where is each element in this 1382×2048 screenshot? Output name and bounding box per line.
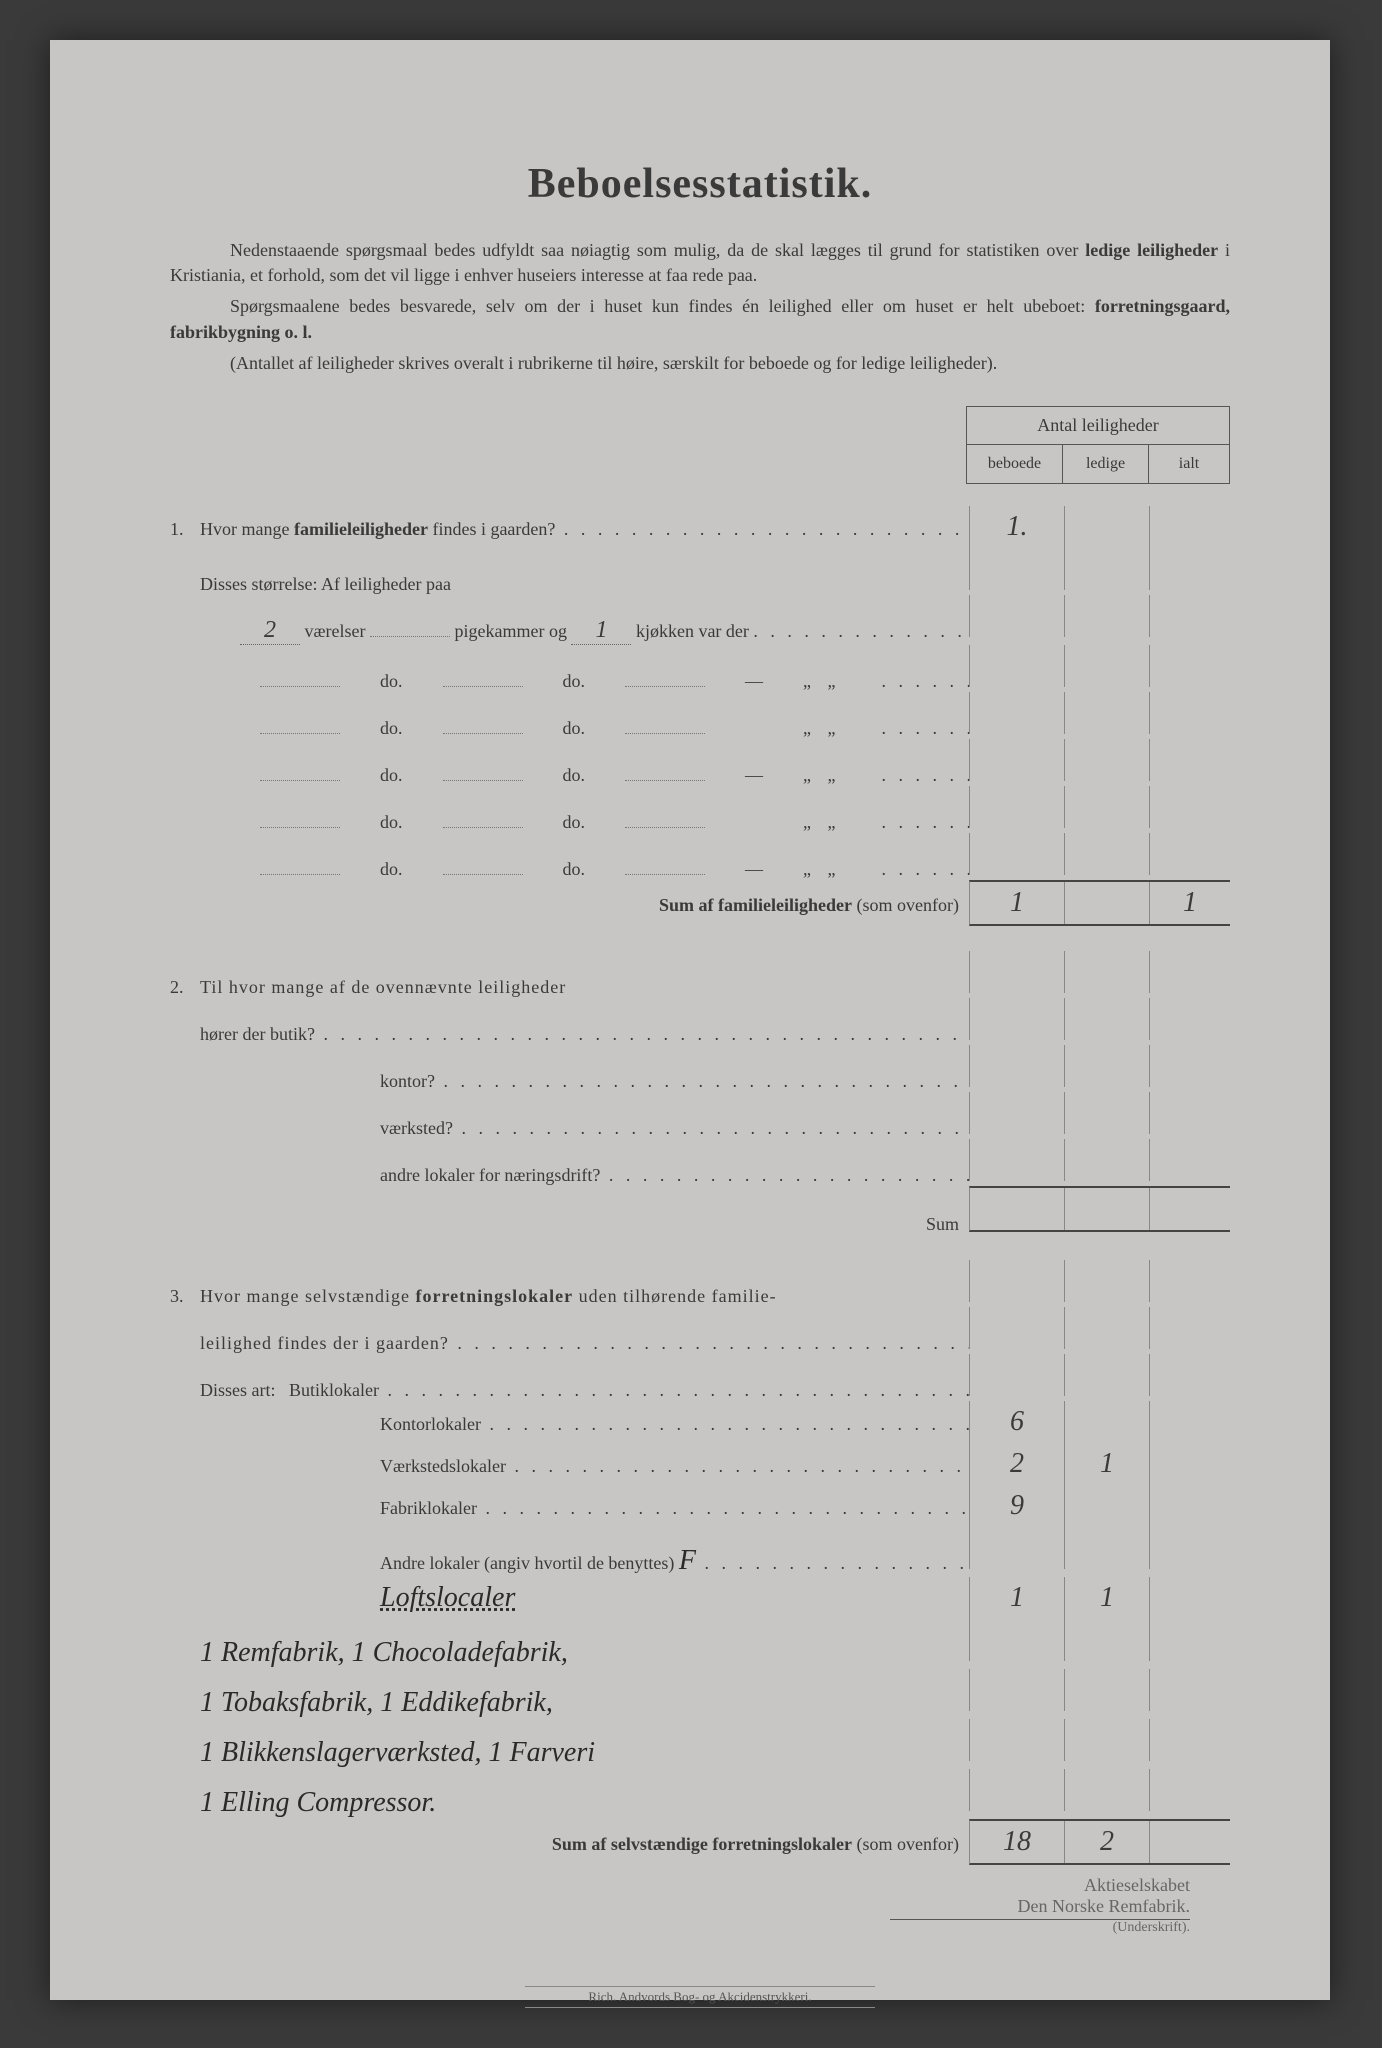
header-antal: Antal leiligheder: [967, 407, 1229, 445]
q2-kontor: kontor?: [200, 1071, 969, 1092]
intro-paragraph-3: (Antallet af leiligheder skrives overalt…: [170, 351, 1230, 376]
q2-andre: andre lokaler for næringsdrift?: [200, 1165, 969, 1186]
q1-sum-ledige: [1065, 882, 1150, 924]
q2-text: Til hvor mange af de ovennævnte leilighe…: [200, 977, 969, 998]
q1-disses: Disses størrelse: Af leiligheder paa: [200, 574, 969, 595]
q2-number: 2.: [170, 977, 200, 998]
q3-hand1: Loftslocaler: [200, 1582, 969, 1614]
signature-underskrift: (Underskrift).: [170, 1920, 1190, 1936]
q3-sum-ialt: [1150, 1821, 1230, 1863]
q1-sum-label: Sum af familieleiligheder (som ovenfor): [200, 895, 969, 916]
q3-hand1-led: 1: [1065, 1577, 1150, 1619]
q1-text: Hvor mange familieleiligheder findes i g…: [200, 519, 969, 540]
intro-paragraph-1: Nedenstaaende spørgsmaal bedes udfyldt s…: [170, 238, 1230, 288]
questions-body: 1. Hvor mange familieleiligheder findes …: [170, 506, 1230, 1865]
q1-do-row: do. do. — „ „: [200, 668, 969, 692]
q3-vaerksted-led: 1: [1065, 1443, 1150, 1485]
vaerelser-value: 2: [240, 617, 300, 645]
q1-do-row: do. do. — „ „: [200, 715, 969, 739]
q1-size-line: 2 værelser pigekammer og 1 kjøkken var d…: [200, 617, 969, 645]
q1-number: 1.: [170, 519, 200, 540]
signature-name: Den Norske Remfabrik.: [890, 1896, 1190, 1920]
q3-kontor: Kontorlokaler: [200, 1414, 969, 1435]
q3-hand2: 1 Remfabrik, 1 Chocoladefabrik,: [200, 1637, 969, 1669]
q1-sum-ialt: 1: [1150, 882, 1230, 924]
q1-do-row: do. do. — „ „: [200, 762, 969, 786]
q3-hand1-beb: 1: [970, 1577, 1065, 1619]
header-beboede: beboede: [967, 445, 1063, 483]
printer-line: Rich. Andvords Bog- og Akcidenstrykkeri.: [525, 1986, 875, 2008]
header-ialt: ialt: [1149, 445, 1229, 483]
q1-do-row: do. do. — „ „: [200, 856, 969, 880]
q2-vaerksted: værksted?: [200, 1118, 969, 1139]
signature-block: Aktieselskabet Den Norske Remfabrik. (Un…: [170, 1875, 1230, 1936]
q3-text1: Hvor mange selvstændige forretningslokal…: [200, 1286, 969, 1307]
q3-butik: Disses art: Butiklokaler: [200, 1380, 969, 1401]
q1-value-ledige: [1065, 506, 1150, 548]
document-page: Beboelsesstatistik. Nedenstaaende spørgs…: [50, 40, 1330, 2000]
intro-text: (Antallet af leiligheder skrives overalt…: [230, 353, 997, 373]
q3-vaerksted: Værkstedslokaler: [200, 1456, 969, 1477]
q1-do-row: do. do. — „ „: [200, 809, 969, 833]
q1-sum-beboede: 1: [970, 882, 1065, 924]
q3-fabrik: Fabriklokaler: [200, 1498, 969, 1519]
q3-sum-label: Sum af selvstændige forretningslokaler (…: [200, 1834, 969, 1855]
header-ledige: ledige: [1063, 445, 1149, 483]
q3-kontor-val: 6: [970, 1401, 1065, 1443]
q1-value-beboede: 1.: [970, 506, 1065, 548]
q2-butik: hører der butik?: [200, 1024, 969, 1045]
q3-andre: Andre lokaler (angiv hvortil de benyttes…: [200, 1545, 969, 1577]
q3-hand5: 1 Elling Compressor.: [200, 1787, 969, 1819]
q3-fabrik-val: 9: [970, 1485, 1065, 1527]
q1-value-ialt: [1150, 506, 1230, 548]
intro-paragraph-2: Spørgsmaalene bedes besvarede, selv om d…: [170, 294, 1230, 344]
q3-sum-beb: 18: [970, 1821, 1065, 1863]
q3-vaerksted-beb: 2: [970, 1443, 1065, 1485]
q3-number: 3.: [170, 1286, 200, 1307]
q2-sum: Sum: [200, 1214, 969, 1235]
signature-aktie: Aktieselskabet: [170, 1875, 1190, 1896]
intro-text: Spørgsmaalene bedes besvarede, selv om d…: [230, 296, 1095, 316]
intro-bold: ledige leiligheder: [1085, 240, 1218, 260]
q3-hand4: 1 Blikkenslagerværksted, 1 Farveri: [200, 1737, 969, 1769]
q3-sum-led: 2: [1065, 1821, 1150, 1863]
page-title: Beboelsesstatistik.: [170, 160, 1230, 208]
q3-hand3: 1 Tobaksfabrik, 1 Eddikefabrik,: [200, 1687, 969, 1719]
kjokken-value: 1: [571, 617, 631, 645]
intro-text: Nedenstaaende spørgsmaal bedes udfyldt s…: [230, 240, 1085, 260]
q3-text2: leilighed findes der i gaarden?: [200, 1333, 969, 1354]
